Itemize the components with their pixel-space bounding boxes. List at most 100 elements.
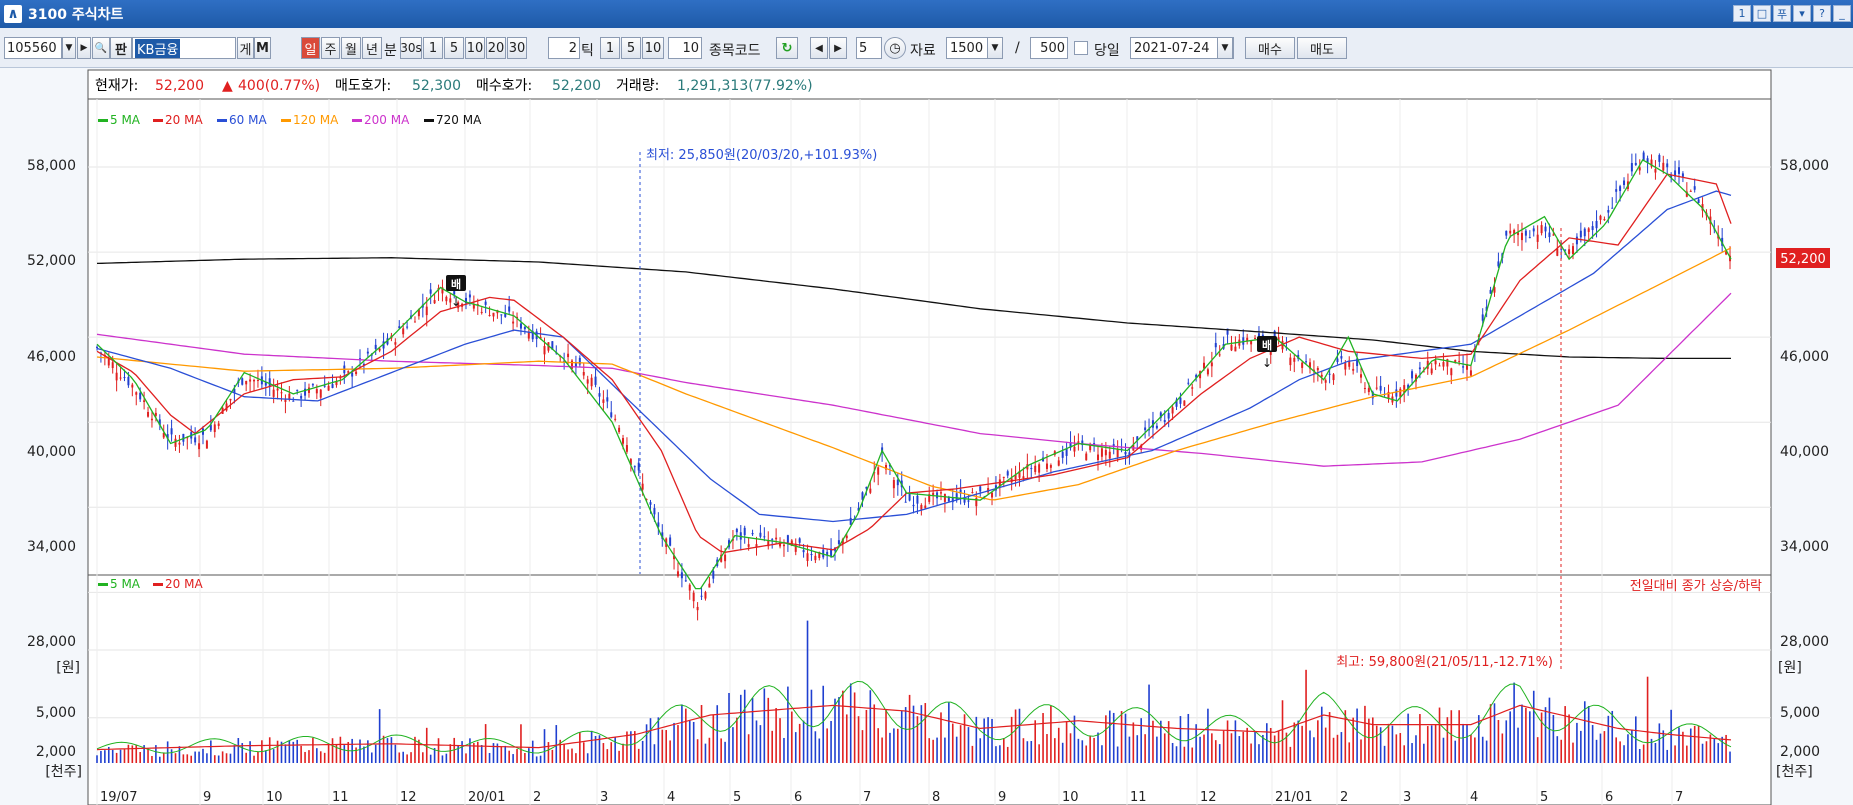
candle-body: [582, 371, 585, 376]
window-btn-1[interactable]: 1: [1733, 5, 1751, 22]
candle-body: [288, 393, 291, 400]
data-total-input[interactable]: 500: [1030, 37, 1068, 59]
stock-code-input[interactable]: 105560: [4, 37, 62, 59]
code-dropdown-icon[interactable]: ▼: [62, 37, 76, 59]
volume-bar: [1250, 743, 1252, 763]
legend-ma200: 200 MA: [364, 113, 410, 127]
volume-bar: [1230, 733, 1233, 763]
tick-10[interactable]: 10: [642, 37, 664, 59]
slash-label: /: [1015, 40, 1020, 56]
candle-body: [1108, 451, 1111, 459]
tick-count-input[interactable]: 10: [668, 37, 702, 59]
toolbar: 105560 ▼ ▶ 🔍 판 KB금융 게 M 일 주 월 년 분 30s 1 …: [0, 28, 1853, 68]
ge-button[interactable]: 게: [237, 37, 254, 59]
window-btn-pu[interactable]: 푸: [1773, 5, 1791, 22]
today-checkbox[interactable]: [1074, 41, 1088, 55]
volume-bar: [1297, 720, 1300, 763]
volume-bar: [783, 737, 785, 763]
volume-bar: [445, 753, 448, 763]
candle-body: [629, 459, 632, 465]
y-tick-left-28000: 28,000: [27, 634, 76, 650]
tick-1[interactable]: 1: [600, 37, 620, 59]
volume-bar: [1010, 716, 1013, 763]
pan-button[interactable]: 판: [110, 37, 132, 59]
period-year-tab[interactable]: 년: [362, 37, 382, 59]
volume-bar: [1674, 745, 1676, 763]
minute-30s[interactable]: 30s: [400, 37, 422, 59]
data-dropdown-icon[interactable]: ▼: [987, 37, 1003, 59]
date-dropdown-icon[interactable]: ▼: [1217, 37, 1233, 59]
candle-body: [618, 427, 621, 433]
candle-body: [1615, 189, 1618, 192]
volume-bar: [355, 747, 357, 763]
volume-bar: [1442, 737, 1445, 763]
candle-body: [779, 542, 782, 547]
y-unit-left: [원]: [56, 660, 80, 676]
volume-bar: [1018, 708, 1021, 763]
minute-20[interactable]: 20: [486, 37, 506, 59]
period-month-tab[interactable]: 월: [341, 37, 361, 59]
minute-1[interactable]: 1: [423, 37, 443, 59]
volume-bar: [1171, 742, 1174, 763]
candle-body: [1623, 180, 1626, 186]
minute-5[interactable]: 5: [444, 37, 464, 59]
volume-bar: [104, 750, 106, 763]
next-arrow-icon[interactable]: ▶: [77, 37, 91, 59]
stock-name-field[interactable]: KB금융: [132, 37, 236, 59]
volume-bar: [1415, 735, 1417, 763]
help-icon[interactable]: ?: [1813, 5, 1831, 22]
volume-bar: [1509, 711, 1511, 763]
candle-body: [139, 392, 142, 400]
candle-body: [402, 328, 405, 335]
minute-30[interactable]: 30: [507, 37, 527, 59]
window-btn-restore-icon[interactable]: □: [1753, 5, 1771, 22]
candle-body: [645, 499, 648, 501]
candle-body: [512, 321, 515, 324]
volume-bar: [476, 741, 479, 763]
today-label: 당일: [1094, 43, 1120, 59]
tick-input[interactable]: 2: [548, 37, 580, 59]
refresh-icon[interactable]: ↻: [776, 37, 798, 59]
clock-icon[interactable]: ◷: [884, 37, 906, 59]
candle-body: [563, 360, 566, 362]
x-tick-23: 7: [1675, 790, 1683, 805]
volume-bar: [1587, 706, 1590, 763]
candle-body: [229, 398, 232, 401]
candle-body: [1638, 167, 1641, 171]
minimize-icon[interactable]: _: [1833, 5, 1851, 22]
candle-body: [245, 380, 248, 385]
tick-5[interactable]: 5: [621, 37, 641, 59]
buy-button[interactable]: 매수: [1245, 37, 1295, 59]
candle-body: [441, 287, 444, 294]
marker-bae-1[interactable]: 배 ↓: [446, 275, 466, 309]
minute-10[interactable]: 10: [465, 37, 485, 59]
candle-body: [1057, 460, 1060, 466]
prev-icon[interactable]: ◀: [810, 37, 828, 59]
volume-bar: [1148, 684, 1150, 763]
volume-bar: [1214, 740, 1217, 763]
search-icon[interactable]: 🔍: [92, 37, 110, 59]
volume-bar: [1332, 737, 1335, 763]
period-day-tab[interactable]: 일: [301, 37, 320, 59]
marker-bae-2[interactable]: 배 ↓: [1257, 336, 1277, 370]
volume-bar: [143, 745, 145, 763]
tick-label: 틱: [581, 43, 594, 59]
m-button[interactable]: M: [254, 37, 271, 59]
candle-body: [1159, 412, 1162, 418]
volume-bar: [1697, 725, 1700, 763]
volume-bar: [1324, 727, 1327, 763]
volume-bar: [272, 749, 275, 763]
volume-bar: [1501, 733, 1504, 763]
candle-body: [963, 498, 966, 503]
step-input[interactable]: 5: [856, 37, 882, 59]
candle-body: [849, 517, 852, 525]
volume-bar: [579, 732, 581, 763]
next-icon[interactable]: ▶: [829, 37, 847, 59]
sell-button[interactable]: 매도: [1297, 37, 1347, 59]
volume-bar: [681, 704, 683, 763]
volume-bar: [1352, 717, 1354, 763]
window-btn-menu-icon[interactable]: ▾: [1793, 5, 1811, 22]
period-week-tab[interactable]: 주: [321, 37, 340, 59]
date-picker[interactable]: 2021-07-24: [1130, 37, 1234, 59]
candle-body: [323, 385, 326, 387]
